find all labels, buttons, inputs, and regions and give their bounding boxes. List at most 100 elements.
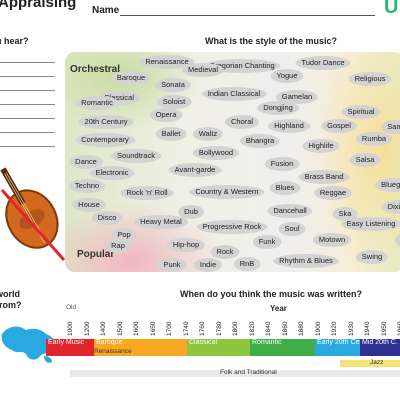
style-option[interactable]: 20th Century (78, 115, 134, 129)
band-label: Jazz (370, 359, 384, 366)
style-option[interactable]: Avant-garde (168, 163, 222, 177)
style-option[interactable]: Funk (252, 235, 282, 249)
year-tick: 1600 (133, 321, 140, 336)
style-option[interactable]: Medieval (181, 63, 225, 77)
year-tick: 1780 (215, 321, 223, 336)
category-popular: Popular (77, 249, 115, 260)
style-option[interactable]: Renaissance (139, 55, 195, 69)
year-tick: 1900 (314, 321, 322, 336)
style-option[interactable]: Romantic (75, 96, 119, 110)
brand-logo: U (384, 0, 399, 18)
era-band: Mid 20th C. (360, 339, 400, 356)
style-option[interactable]: Techno (68, 179, 106, 193)
style-option[interactable]: Religious (348, 72, 392, 86)
style-option[interactable]: RnB (233, 257, 261, 271)
style-option[interactable]: Country & Western (189, 185, 265, 199)
year-tick: 1940 (364, 321, 371, 336)
style-option[interactable]: Ballet (155, 127, 187, 141)
answer-line[interactable] (0, 118, 55, 119)
style-option[interactable]: Brass Band (298, 170, 350, 184)
sheet-title: Appraising (0, 0, 77, 11)
style-option[interactable]: Indie (193, 258, 223, 272)
style-option[interactable]: Soul (278, 222, 306, 236)
answer-line[interactable] (0, 62, 55, 63)
style-option[interactable]: Blues (269, 181, 301, 195)
world-map (1, 326, 57, 363)
answer-line[interactable] (0, 90, 55, 91)
style-option[interactable]: Ja (395, 233, 400, 247)
style-option[interactable]: Yogue (270, 69, 304, 83)
style-panel: Orchestral Popular Renaissance Gregorian … (65, 52, 400, 272)
year-tick: 1740 (182, 321, 190, 336)
violin-illustration (0, 167, 66, 261)
era-band: Baroque (94, 339, 187, 356)
style-option[interactable]: Rap (105, 239, 131, 253)
style-option[interactable]: Rock 'n' Roll (120, 186, 174, 200)
style-option[interactable]: Rumba (355, 132, 393, 146)
style-option[interactable]: Heavy Metal (134, 215, 188, 229)
style-option[interactable]: Salsa (349, 153, 381, 167)
style-option[interactable]: Spiritual (341, 105, 381, 119)
answer-line[interactable] (0, 104, 55, 105)
style-option[interactable]: Dub (178, 205, 204, 219)
style-option[interactable]: Highlife (302, 139, 340, 153)
style-option[interactable]: House (72, 198, 106, 212)
year-tick: 1000 (67, 321, 74, 336)
style-option[interactable]: Reggae (313, 186, 353, 200)
year-tick: 1650 (149, 321, 157, 336)
year-tick: 1400 (100, 321, 107, 336)
style-option[interactable]: Rhythm & Blues (273, 254, 339, 268)
style-option[interactable]: Bollywood (192, 146, 240, 160)
style-option[interactable]: Waltz (192, 127, 224, 141)
answer-line[interactable] (0, 146, 55, 147)
style-option[interactable]: Baroque (110, 71, 152, 85)
year-tick: 1860 (281, 321, 289, 336)
style-option[interactable]: Hip-hop (166, 238, 206, 252)
style-option[interactable]: Tudor Dance (295, 56, 351, 70)
year-tick: 1840 (265, 321, 272, 336)
era-band: Romantic (250, 339, 315, 356)
style-option[interactable]: Pop (111, 228, 137, 242)
year-tick: 1950 (380, 321, 388, 336)
hear-question: u hear? (0, 36, 29, 46)
answer-line[interactable] (0, 132, 55, 133)
style-option[interactable]: Dancehall (267, 204, 313, 218)
style-option[interactable]: Punk (157, 258, 187, 272)
style-option[interactable]: Dixielan (381, 200, 400, 214)
year-tick: 1500 (116, 321, 124, 336)
style-option[interactable]: Indian Classical (201, 87, 267, 101)
style-option[interactable]: Opera (149, 108, 183, 122)
style-option[interactable]: Swing (355, 250, 389, 264)
style-option[interactable]: Soundtrack (111, 149, 161, 163)
style-option[interactable]: Choral (224, 115, 260, 129)
year-tick: 1700 (166, 321, 173, 336)
style-option[interactable]: Disco (91, 211, 123, 225)
style-option[interactable]: Motown (312, 233, 352, 247)
name-field[interactable] (120, 15, 375, 16)
style-option[interactable]: Gospel (321, 119, 357, 133)
style-option[interactable]: Electronic (89, 166, 135, 180)
style-option[interactable]: Gamelan (275, 90, 319, 104)
world-question: world from? (0, 289, 22, 310)
style-option[interactable]: Progressive Rock (196, 220, 268, 234)
style-option[interactable]: Bluegra (375, 178, 400, 192)
style-option[interactable]: Bhangra (239, 134, 281, 148)
year-tick: 1760 (199, 321, 206, 336)
style-option[interactable]: Fusion (264, 157, 300, 171)
year-tick: 1920 (331, 321, 338, 336)
era-band: Classical (187, 339, 250, 356)
style-option[interactable]: Soloist (156, 95, 192, 109)
answer-line[interactable] (0, 76, 55, 77)
style-option[interactable]: Highland (268, 119, 310, 133)
style-option[interactable]: Contemporary (75, 133, 135, 147)
style-option[interactable]: Sonata (155, 78, 191, 92)
style-option[interactable]: Dance (69, 155, 103, 169)
era-sub-label: Renaissance (94, 348, 132, 355)
era-band: Early Music (46, 339, 94, 356)
style-option[interactable]: Rock (210, 245, 240, 259)
category-orchestral: Orchestral (70, 64, 121, 75)
style-option[interactable]: Sam (381, 120, 400, 134)
style-option[interactable]: Easy Listening (340, 217, 400, 231)
band-label: Folk and Traditional (220, 369, 277, 376)
style-option[interactable]: Dongjing (257, 101, 299, 115)
